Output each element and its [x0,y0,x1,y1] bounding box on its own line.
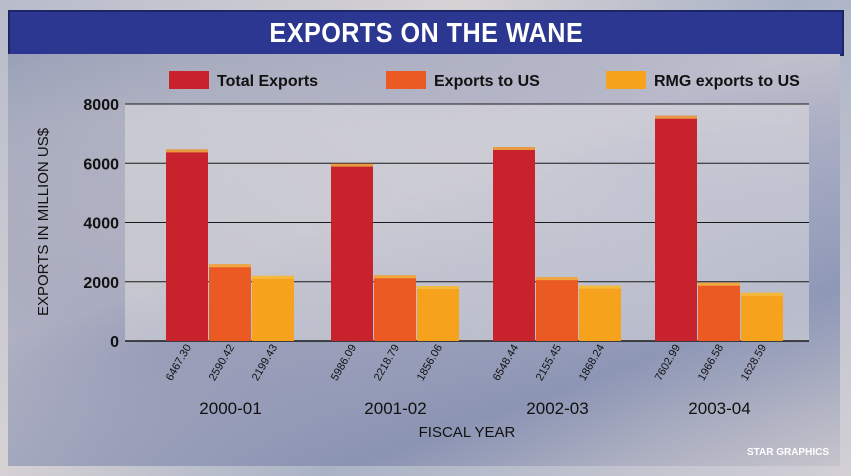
x-axis-label: FISCAL YEAR [419,424,516,441]
bar-top-highlight [166,149,208,153]
bar-top-highlight [252,275,294,279]
bar [331,163,373,341]
bar-top-highlight [655,115,697,119]
bar-top-highlight [698,282,740,286]
y-tick-label: 6000 [83,156,119,173]
x-tick-label: 2000-01 [199,399,261,418]
bars [166,115,783,342]
bar [252,275,294,341]
bar-top-highlight [579,285,621,289]
bar [374,275,416,341]
title-bar: EXPORTS ON THE WANE [8,10,844,56]
bar [209,264,251,341]
value-label: 2155.45 [534,343,564,383]
bar [655,115,697,342]
bar-top-highlight [209,264,251,268]
value-label: 1966.58 [696,343,726,383]
legend-swatch [386,71,426,89]
value-label: 5986.09 [329,343,359,383]
bar-top-highlight [331,163,373,167]
legend-swatch [169,71,209,89]
legend-label: RMG exports to US [654,73,800,90]
y-tick-label: 2000 [83,275,119,292]
y-tick-labels: 0 2000 4000 6000 8000 [83,97,119,351]
chart-title: EXPORTS ON THE WANE [269,17,583,48]
x-tick-label: 2003-04 [688,399,750,418]
bar [698,282,740,341]
legend-label: Exports to US [434,73,540,90]
bar-top-highlight [741,292,783,296]
credit-text: STAR GRAPHICS [746,447,829,458]
value-label: 7602.99 [653,343,683,383]
value-labels: 6467.30 2590.42 2199.43 5986.09 2218.79 1856.… [164,343,769,383]
y-axis-label: EXPORTS IN MILLION US$ [35,127,52,316]
bar-top-highlight [493,147,535,151]
y-tick-label: 8000 [83,97,119,114]
bar [579,285,621,341]
bar [493,147,535,341]
value-label: 2218.79 [372,343,402,383]
bar-top-highlight [536,277,578,281]
value-label: 2199.43 [250,343,280,383]
bar [741,292,783,341]
legend: Total Exports Exports to US RMG exports to… [169,71,800,90]
value-label: 1628.59 [739,343,769,383]
bar [166,149,208,341]
y-tick-label: 0 [110,334,119,351]
bar [417,286,459,341]
bar [536,277,578,341]
value-label: 6548.44 [491,343,521,383]
y-tick-label: 4000 [83,216,119,233]
legend-label: Total Exports [217,73,318,90]
x-tick-label: 2002-03 [526,399,588,418]
x-tick-label: 2001-02 [364,399,426,418]
value-label: 1868.24 [577,343,607,383]
x-tick-labels: 2000-01 2001-02 2002-03 2003-04 [199,399,750,418]
value-label: 2590.42 [207,343,237,383]
value-label: 1856.06 [415,343,445,383]
bar-top-highlight [417,286,459,290]
bar-top-highlight [374,275,416,279]
chart-background [8,54,840,466]
value-label: 6467.30 [164,343,194,383]
legend-swatch [606,71,646,89]
